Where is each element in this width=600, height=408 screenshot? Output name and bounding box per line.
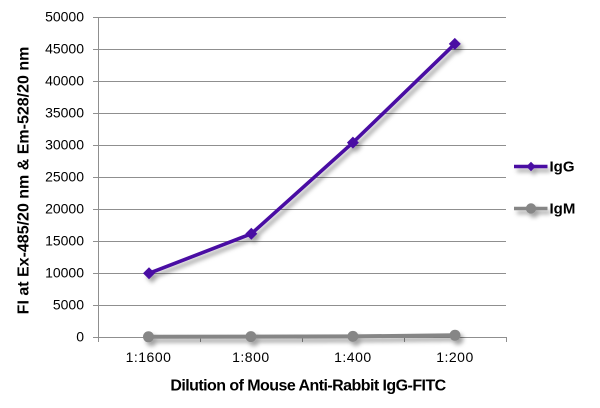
svg-text:35000: 35000	[45, 105, 84, 121]
svg-text:1:200: 1:200	[436, 349, 474, 365]
svg-text:25000: 25000	[45, 169, 84, 185]
svg-text:10000: 10000	[45, 265, 84, 281]
svg-text:30000: 30000	[45, 137, 84, 153]
svg-text:Dilution of Mouse Anti-Rabbit: Dilution of Mouse Anti-Rabbit IgG-FITC	[170, 378, 446, 395]
svg-text:1:400: 1:400	[334, 349, 372, 365]
svg-text:40000: 40000	[45, 73, 84, 89]
svg-text:FI at Ex-485/20 nm & Em-528/20: FI at Ex-485/20 nm & Em-528/20 nm	[16, 47, 33, 315]
svg-text:1:1600: 1:1600	[126, 349, 172, 365]
svg-text:1:800: 1:800	[232, 349, 270, 365]
svg-text:IgM: IgM	[550, 200, 576, 217]
svg-text:IgG: IgG	[550, 158, 575, 175]
svg-text:45000: 45000	[45, 41, 84, 57]
svg-text:0: 0	[76, 329, 84, 345]
svg-text:15000: 15000	[45, 233, 84, 249]
svg-text:50000: 50000	[45, 9, 84, 25]
svg-text:5000: 5000	[53, 297, 84, 313]
svg-text:20000: 20000	[45, 201, 84, 217]
